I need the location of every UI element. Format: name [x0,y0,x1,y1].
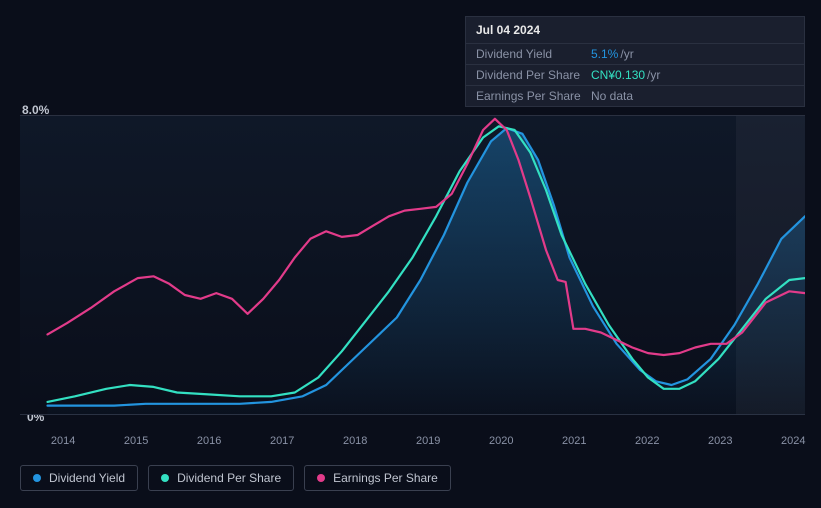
x-axis-tick: 2019 [416,435,440,447]
legend-item[interactable]: Earnings Per Share [304,465,451,491]
x-axis: 2014 2015 2016 2017 2018 2019 2020 2021 2022 2023… [20,435,805,451]
tooltip-row-label: Dividend Per Share [476,68,591,82]
tooltip-row-value: No data [591,89,633,103]
x-axis-tick: 2023 [708,435,732,447]
chart-plot-area [20,115,805,415]
legend-label: Dividend Yield [49,471,125,485]
x-axis-tick: 2017 [270,435,294,447]
x-axis-tick: 2015 [124,435,148,447]
legend-label: Dividend Per Share [177,471,281,485]
x-axis-tick: 2014 [51,435,75,447]
tooltip-row-label: Dividend Yield [476,47,591,61]
tooltip-row-value: 5.1% [591,47,618,61]
tooltip-row-label: Earnings Per Share [476,89,591,103]
chart-tooltip: Jul 04 2024 Dividend Yield5.1%/yrDividen… [465,16,805,107]
tooltip-row: Dividend Yield5.1%/yr [466,44,804,65]
tooltip-row-unit: /yr [647,68,660,82]
tooltip-row-unit: /yr [620,47,633,61]
legend-item[interactable]: Dividend Per Share [148,465,294,491]
legend-dot-icon [317,474,325,482]
legend-dot-icon [33,474,41,482]
chart-legend: Dividend Yield Dividend Per Share Earnings… [20,465,451,491]
legend-item[interactable]: Dividend Yield [20,465,138,491]
tooltip-row-value: CN¥0.130 [591,68,645,82]
x-axis-tick: 2020 [489,435,513,447]
tooltip-row: Dividend Per ShareCN¥0.130/yr [466,65,804,86]
line-chart: 8.0% 0% Past [20,105,805,430]
legend-dot-icon [161,474,169,482]
x-axis-tick: 2018 [343,435,367,447]
x-axis-tick: 2024 [781,435,805,447]
x-axis-tick: 2021 [562,435,586,447]
x-axis-tick: 2022 [635,435,659,447]
tooltip-row: Earnings Per ShareNo data [466,86,804,106]
x-axis-tick: 2016 [197,435,221,447]
tooltip-date: Jul 04 2024 [466,17,804,44]
legend-label: Earnings Per Share [333,471,438,485]
